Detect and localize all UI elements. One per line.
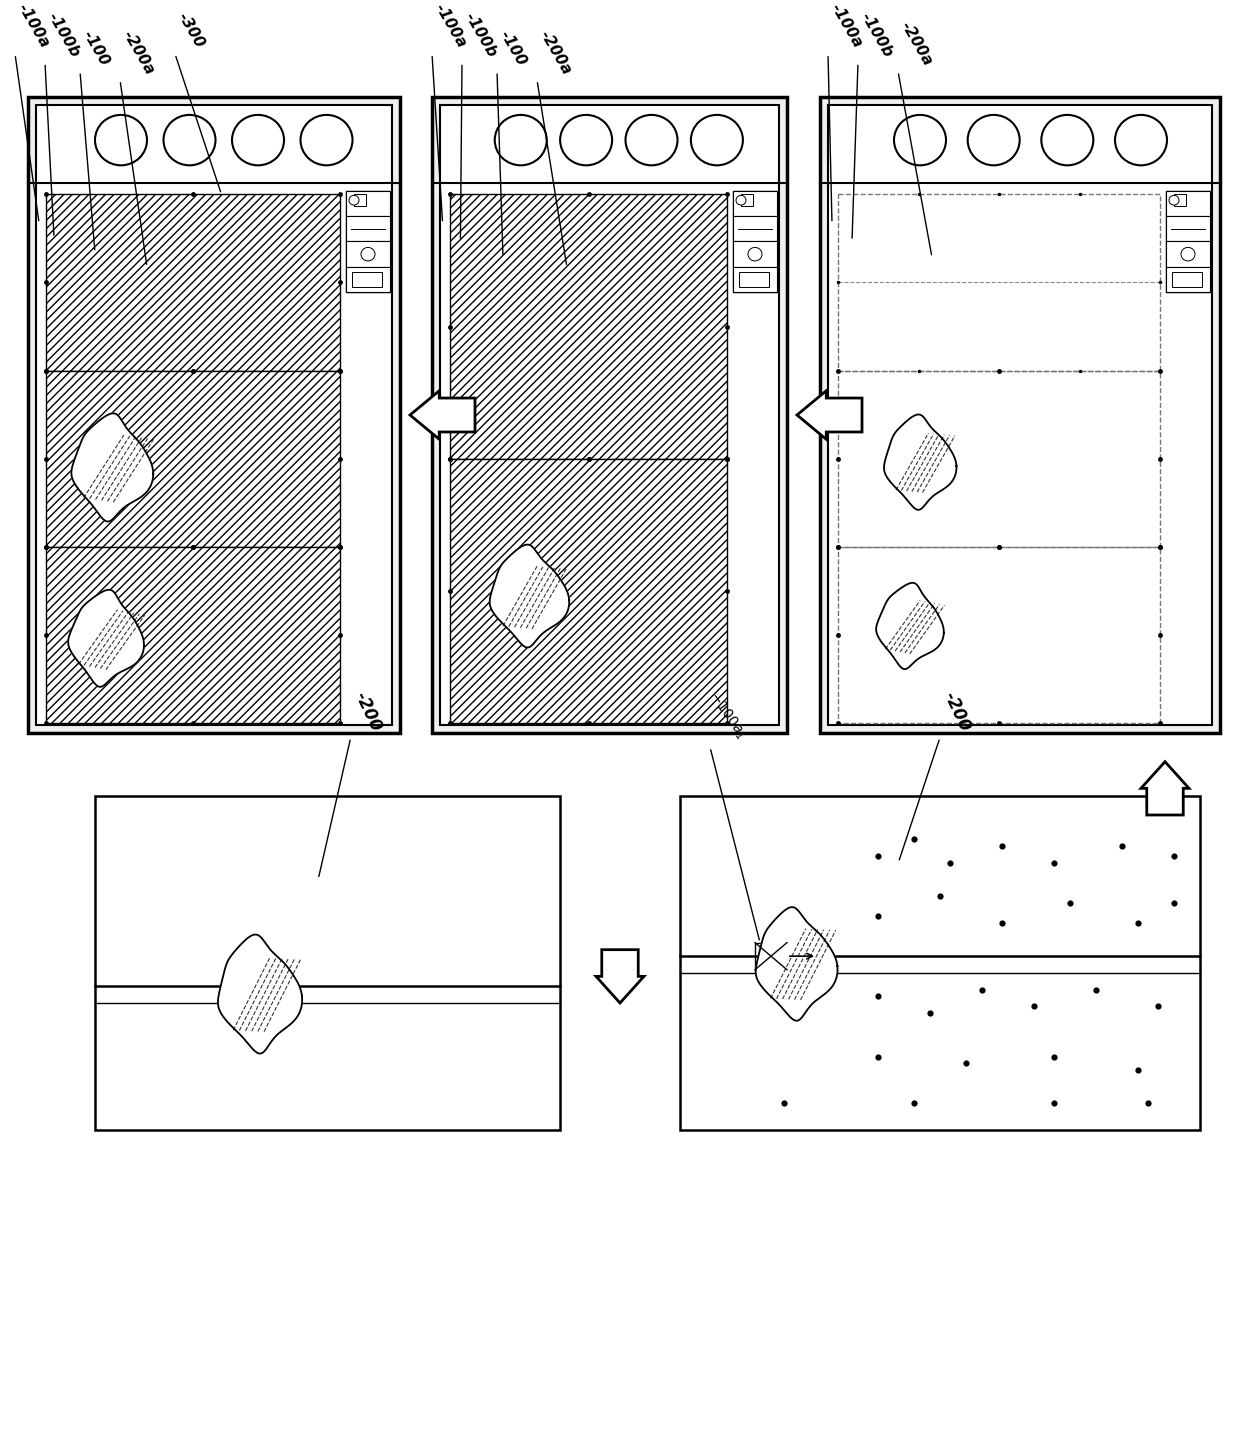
Bar <box>733 190 777 292</box>
Bar <box>46 195 340 371</box>
Polygon shape <box>1141 762 1189 816</box>
Bar <box>742 195 753 206</box>
Text: -200a: -200a <box>537 28 574 77</box>
Text: $-100a_1$: $-100a_1$ <box>706 689 749 743</box>
Bar <box>450 195 727 458</box>
Bar <box>755 942 787 970</box>
Ellipse shape <box>625 115 677 166</box>
Bar <box>346 241 391 268</box>
Ellipse shape <box>495 115 547 166</box>
Bar <box>1166 268 1210 292</box>
Text: -200a: -200a <box>120 28 157 77</box>
Ellipse shape <box>348 195 360 205</box>
Bar <box>46 547 340 723</box>
Bar <box>346 190 391 217</box>
Polygon shape <box>72 413 154 522</box>
Bar <box>838 371 1159 547</box>
Text: -200: -200 <box>940 689 973 734</box>
Polygon shape <box>884 414 956 510</box>
Bar <box>1166 190 1210 292</box>
Ellipse shape <box>1180 247 1195 260</box>
Bar <box>1166 190 1210 217</box>
Ellipse shape <box>748 247 763 260</box>
Bar <box>1174 195 1185 206</box>
Polygon shape <box>490 545 569 647</box>
Bar <box>1166 217 1210 241</box>
Ellipse shape <box>894 115 946 166</box>
Ellipse shape <box>232 115 284 166</box>
Text: -100b: -100b <box>45 10 83 60</box>
Ellipse shape <box>691 115 743 166</box>
Bar <box>440 105 779 724</box>
Ellipse shape <box>300 115 352 166</box>
Polygon shape <box>410 391 475 439</box>
Bar <box>353 195 366 206</box>
Text: -100b: -100b <box>858 10 895 60</box>
Ellipse shape <box>737 195 746 205</box>
Bar <box>733 268 777 292</box>
Ellipse shape <box>95 115 148 166</box>
Bar <box>680 795 1200 1130</box>
Text: -100a: -100a <box>432 1 469 51</box>
Bar <box>432 97 787 733</box>
Polygon shape <box>797 391 862 439</box>
Ellipse shape <box>1115 115 1167 166</box>
Polygon shape <box>596 949 644 1003</box>
Polygon shape <box>218 935 303 1054</box>
Bar <box>733 241 777 268</box>
Bar <box>346 217 391 241</box>
Text: -200a: -200a <box>898 19 935 68</box>
Bar <box>346 268 391 292</box>
Bar <box>820 97 1220 733</box>
Text: -300: -300 <box>175 10 207 51</box>
Polygon shape <box>755 907 837 1021</box>
Bar <box>733 217 777 241</box>
Bar <box>828 105 1211 724</box>
Bar <box>739 272 769 288</box>
Ellipse shape <box>967 115 1019 166</box>
Bar <box>733 190 777 217</box>
Bar <box>450 458 727 723</box>
Bar <box>1172 272 1202 288</box>
Ellipse shape <box>361 247 374 260</box>
Text: -100: -100 <box>81 28 112 68</box>
Text: -100: -100 <box>497 28 529 68</box>
Bar <box>36 105 392 724</box>
Bar <box>1166 241 1210 268</box>
Text: -100a: -100a <box>828 1 866 51</box>
Bar <box>29 97 401 733</box>
Bar <box>346 190 391 292</box>
Bar <box>352 272 382 288</box>
Ellipse shape <box>164 115 216 166</box>
Polygon shape <box>68 590 144 686</box>
Bar <box>838 547 1159 723</box>
Bar <box>46 371 340 547</box>
Text: -100b: -100b <box>463 10 500 60</box>
Ellipse shape <box>1169 195 1179 205</box>
Ellipse shape <box>560 115 613 166</box>
Ellipse shape <box>1042 115 1094 166</box>
Text: -100a: -100a <box>15 1 52 51</box>
Bar <box>838 195 1159 371</box>
Bar <box>95 795 560 1130</box>
Polygon shape <box>877 583 944 669</box>
Text: -200: -200 <box>351 689 384 734</box>
